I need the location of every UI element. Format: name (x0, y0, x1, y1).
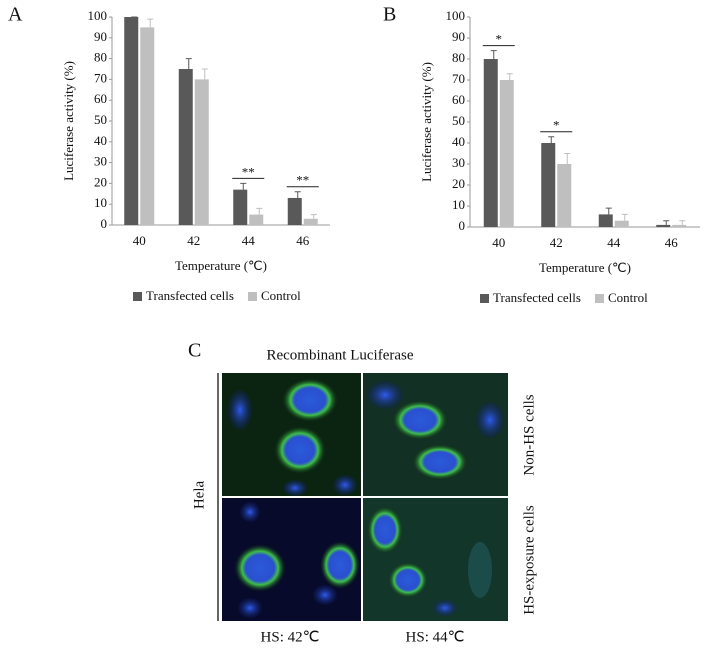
significance-label: * (496, 32, 503, 47)
y-tick-label: 10 (452, 197, 465, 212)
error-bar (240, 182, 247, 190)
y-tick-label: 30 (94, 154, 107, 169)
x-tick-label: 46 (665, 235, 679, 250)
y-tick-label: 50 (94, 112, 107, 127)
y-axis-label: Luciferase activity (%) (419, 62, 434, 182)
bar (249, 214, 264, 225)
significance-label: ** (242, 164, 255, 179)
bar (656, 224, 671, 227)
bar (140, 27, 155, 226)
cell-line: Hela (191, 481, 207, 510)
error-bar (679, 220, 686, 225)
panel-label: B (383, 4, 396, 26)
bar (178, 69, 193, 225)
bar (233, 189, 248, 225)
panel-label: C (188, 340, 201, 362)
error-bar (548, 136, 555, 143)
bar (194, 79, 209, 226)
row-label: HS-exposure cells (521, 505, 537, 615)
error-bar (201, 68, 208, 80)
bar (303, 218, 318, 225)
error-bar (621, 213, 628, 221)
bar (614, 220, 629, 227)
y-tick-label: 80 (452, 50, 465, 65)
error-bar (185, 58, 192, 69)
y-tick-label: 40 (452, 134, 465, 149)
y-axis-label: Luciferase activity (%) (61, 61, 76, 181)
y-tick-label: 20 (452, 176, 465, 191)
error-bar (564, 153, 571, 164)
y-tick-label: 90 (94, 29, 107, 44)
legend-swatch (594, 294, 604, 303)
y-tick-label: 50 (452, 113, 465, 128)
error-bar (256, 207, 263, 215)
bar (287, 197, 302, 225)
error-bar (663, 220, 670, 225)
legend-label: Transfected cells (146, 288, 234, 303)
bar (124, 17, 139, 225)
row-label: Non-HS cells (521, 394, 537, 475)
y-tick-label: 30 (452, 155, 465, 170)
y-tick-label: 40 (94, 133, 107, 148)
error-bar (506, 73, 513, 80)
error-bar (310, 214, 317, 219)
x-tick-label: 46 (296, 233, 310, 248)
legend-label: Control (261, 288, 301, 303)
error-bar (490, 50, 497, 59)
x-axis-label: Temperature (℃) (175, 258, 267, 273)
legend-swatch (480, 294, 489, 303)
y-tick-label: 70 (452, 71, 465, 86)
legend-label: Transfected cells (493, 290, 581, 305)
bar (541, 143, 556, 227)
x-tick-label: 40 (492, 235, 505, 250)
x-tick-label: 42 (550, 235, 563, 250)
error-bar (605, 207, 612, 215)
x-tick-label: 40 (133, 233, 146, 248)
y-tick-label: 100 (88, 8, 108, 23)
y-tick-label: 0 (459, 218, 466, 233)
column-label: HS: 44℃ (406, 629, 465, 645)
significance-label: ** (296, 173, 309, 188)
y-tick-label: 80 (94, 50, 107, 65)
bar (483, 59, 498, 227)
x-axis-label: Temperature (℃) (539, 260, 631, 275)
y-tick-label: 10 (94, 195, 107, 210)
y-tick-label: 20 (94, 174, 107, 189)
y-tick-label: 60 (452, 92, 465, 107)
y-tick-label: 70 (94, 70, 107, 85)
legend-label: Control (608, 290, 648, 305)
error-bar (147, 18, 154, 28)
bar (557, 164, 572, 227)
x-tick-label: 44 (242, 233, 256, 248)
y-tick-label: 90 (452, 29, 465, 44)
significance-label: * (553, 118, 560, 133)
panel-title: Recombinant Luciferase (266, 347, 413, 363)
legend-swatch (247, 292, 257, 301)
y-tick-label: 100 (446, 8, 466, 23)
bar (672, 224, 687, 227)
legend-swatch (133, 292, 142, 301)
bar (499, 80, 514, 227)
x-tick-label: 44 (607, 235, 621, 250)
bar (598, 214, 613, 227)
error-bar (294, 191, 301, 198)
micrographs (217, 373, 508, 621)
panel-label: A (8, 4, 23, 26)
y-tick-label: 60 (94, 91, 107, 106)
x-tick-label: 42 (187, 233, 200, 248)
y-tick-label: 0 (101, 216, 108, 231)
column-label: HS: 42℃ (261, 629, 320, 645)
